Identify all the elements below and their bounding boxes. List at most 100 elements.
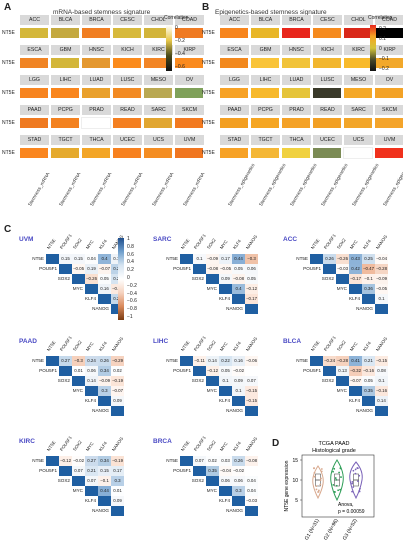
- cancer-strip-label: KIRC: [144, 45, 173, 55]
- row-label-gene: NT5E: [202, 30, 215, 36]
- panel-b-title: Epigenetics-based stemness signature: [215, 9, 327, 16]
- matrix-diagonal-cell: [85, 486, 98, 496]
- violin-outline: [312, 465, 324, 500]
- matrix-row-label: NT5E: [166, 256, 178, 261]
- matrix-diagonal-cell: [206, 476, 219, 486]
- matrix-diagonal-cell: [72, 476, 85, 486]
- cancer-strip-label: GBM: [251, 45, 280, 55]
- cancer-strip-label: PRAD: [282, 105, 311, 115]
- matrix-diagonal-cell: [193, 366, 206, 376]
- cancer-strip-label: ACC: [20, 15, 49, 25]
- matrix-col-header: NT5E: [309, 237, 321, 250]
- matrix-col-header: KLF4: [361, 238, 373, 250]
- matrix-diagonal-cell: [59, 264, 72, 274]
- matrix-row-label: NANOG: [226, 408, 243, 413]
- matrix-row-label: NT5E: [32, 458, 44, 463]
- colorbar-c-tick: −0.6: [127, 298, 137, 305]
- data-point: [354, 468, 357, 471]
- x-axis-label: Stemness_epigenetics: [321, 163, 350, 208]
- matrix-col-header: SOX2: [71, 339, 83, 352]
- cancer-strip-label: BLCA: [251, 15, 280, 25]
- matrix-cell: 0.14: [85, 376, 98, 386]
- matrix-cell: −0.3: [72, 356, 85, 366]
- x-group-label: G3 (N=52): [342, 518, 359, 542]
- matrix-col-header: SOX2: [71, 237, 83, 250]
- matrix-cell: −0.03: [336, 264, 349, 274]
- cancer-strip-label: COAD: [175, 15, 204, 25]
- cancer-strip-label: UCEC: [313, 135, 342, 145]
- colorbar-c-tick: 0: [127, 275, 130, 281]
- matrix-col-header: SOX2: [205, 439, 217, 452]
- colorbar-c-tick: −0.8: [127, 306, 137, 313]
- data-point: [315, 488, 318, 491]
- x-axis-label: Stemness_epigenetics: [228, 163, 257, 208]
- heatmap-cell: [220, 88, 248, 98]
- matrix-cell: −0.32: [349, 366, 362, 376]
- matrix-col-header: KLF4: [231, 340, 243, 352]
- cancer-strip-label: PAAD: [20, 105, 49, 115]
- matrix-diagonal-cell: [336, 376, 349, 386]
- matrix-title: SARC: [153, 236, 172, 243]
- matrix-cell: 0.06: [85, 366, 98, 376]
- cancer-strip-label: UCEC: [113, 135, 142, 145]
- heatmap-cell: [51, 148, 79, 158]
- matrix-cell: −0.07: [111, 386, 124, 396]
- matrix-cell: −0.28: [336, 356, 349, 366]
- cancer-strip-label: OV: [175, 75, 204, 85]
- matrix-cell: −0.08: [245, 456, 258, 466]
- matrix-diagonal-cell: [46, 254, 59, 264]
- x-axis-label: Stemness_mRNA: [152, 171, 176, 208]
- matrix-diagonal-cell: [85, 284, 98, 294]
- matrix-cell: 0.05: [362, 376, 375, 386]
- colorbar-c-tick: 0.4: [127, 259, 134, 266]
- data-point: [339, 488, 342, 491]
- matrix-cell: 0.24: [85, 356, 98, 366]
- cancer-strip-label: MESO: [344, 75, 373, 85]
- heatmap-cell: [82, 58, 110, 68]
- matrix-row-label: SOX2: [191, 478, 204, 483]
- x-axis-label: Stemness_mRNA: [121, 171, 145, 208]
- matrix-title: BRCA: [153, 438, 172, 445]
- matrix-cell: 0.01: [111, 486, 124, 496]
- heatmap-cell: [144, 118, 172, 128]
- matrix-col-header: KLF4: [97, 440, 109, 452]
- matrix-cell: −0.3: [245, 254, 258, 264]
- matrix-diagonal-cell: [206, 274, 219, 284]
- heatmap-cell: [282, 28, 310, 38]
- matrix-col-header: NT5E: [179, 237, 191, 250]
- cancer-strip-label: READ: [313, 105, 342, 115]
- matrix-col-header: SOX2: [205, 237, 217, 250]
- row-label-gene: NT5E: [2, 30, 15, 36]
- matrix-cell: 0.09: [232, 376, 245, 386]
- matrix-diagonal-cell: [219, 486, 232, 496]
- matrix-cell: 0.1: [375, 376, 388, 386]
- heatmap-cell: [113, 148, 141, 158]
- matrix-cell: −0.09: [375, 274, 388, 284]
- matrix-cell: 0.14: [206, 356, 219, 366]
- matrix-cell: 0.15: [59, 254, 72, 264]
- x-group-label: G1 (N=31): [304, 518, 321, 542]
- matrix-title: UVM: [19, 236, 34, 243]
- matrix-diagonal-cell: [72, 376, 85, 386]
- data-point: [319, 479, 322, 482]
- matrix-cell: 0.41: [349, 356, 362, 366]
- x-axis-label: Stemness_epigenetics: [290, 163, 319, 208]
- colorbar-c: [118, 238, 124, 320]
- colorbar-c-tick: 0.8: [127, 243, 134, 250]
- violin-title-line: Histological grade: [312, 448, 356, 454]
- colorbar-a-tick: −0.6: [175, 64, 185, 70]
- cancer-strip-label: READ: [113, 105, 142, 115]
- matrix-cell: 0.16: [111, 254, 124, 264]
- heatmap-cell: [344, 118, 372, 128]
- cancer-strip-label: BLCA: [51, 15, 80, 25]
- data-point: [334, 477, 337, 479]
- cancer-strip-label: SARC: [144, 105, 173, 115]
- data-point: [313, 471, 316, 474]
- cancer-strip-label: LUAD: [282, 75, 311, 85]
- matrix-cell: −0.04: [375, 254, 388, 264]
- matrix-col-header: KLF4: [97, 340, 109, 352]
- matrix-col-header: POU5F1: [192, 233, 207, 250]
- cancer-strip-label: SARC: [344, 105, 373, 115]
- matrix-row-label: NT5E: [296, 256, 308, 261]
- matrix-row-label: POU5F1: [173, 368, 191, 373]
